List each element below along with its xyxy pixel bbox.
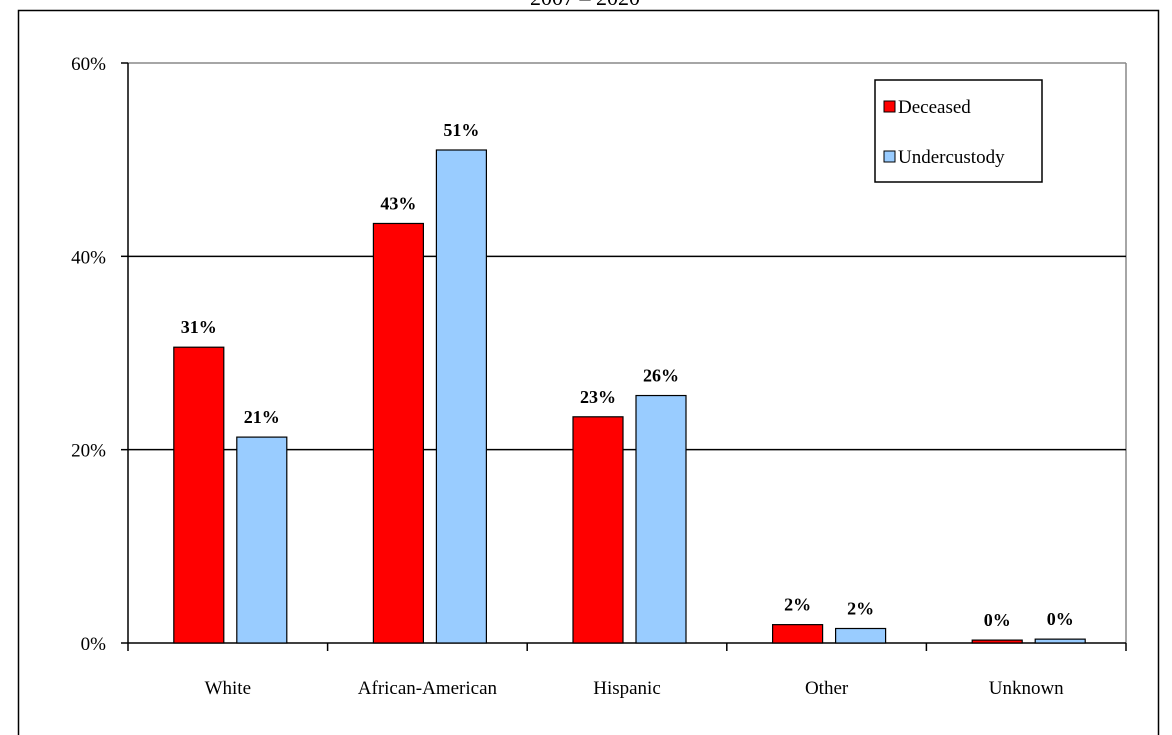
value-label: 0%: [984, 610, 1011, 630]
x-tick-label: Hispanic: [593, 678, 661, 699]
x-tick-label: Other: [805, 678, 849, 699]
legend-swatch: [883, 150, 896, 163]
value-label: 23%: [580, 387, 616, 407]
legend-box: [874, 79, 1043, 183]
bar: [236, 436, 288, 644]
value-label: 31%: [181, 317, 217, 337]
y-tick-label: 60%: [71, 54, 106, 75]
value-label: 51%: [443, 120, 479, 140]
bar: [435, 149, 487, 644]
legend-label: Undercustody: [898, 147, 1005, 168]
value-label: 0%: [1047, 609, 1074, 629]
bar: [971, 639, 1023, 644]
bar: [771, 624, 824, 644]
bar: [572, 416, 624, 644]
x-tick-label: White: [205, 678, 251, 699]
value-label: 26%: [643, 366, 679, 386]
bar: [834, 627, 887, 644]
bar: [173, 346, 225, 644]
value-label: 2%: [784, 595, 811, 615]
bar: [372, 222, 424, 644]
bar: [1034, 638, 1086, 644]
y-tick-label: 20%: [71, 441, 106, 462]
legend-swatch: [883, 100, 896, 113]
x-tick-label: African-American: [358, 678, 498, 699]
x-tick-label: Unknown: [989, 678, 1064, 699]
value-label: 43%: [380, 193, 416, 213]
chart-title: 2007 – 2020: [530, 0, 640, 10]
value-label: 21%: [244, 407, 280, 427]
legend-label: Deceased: [898, 97, 971, 118]
y-tick-label: 0%: [81, 634, 107, 655]
value-label: 2%: [847, 599, 874, 619]
bar: [635, 394, 687, 644]
y-tick-label: 40%: [71, 247, 106, 268]
